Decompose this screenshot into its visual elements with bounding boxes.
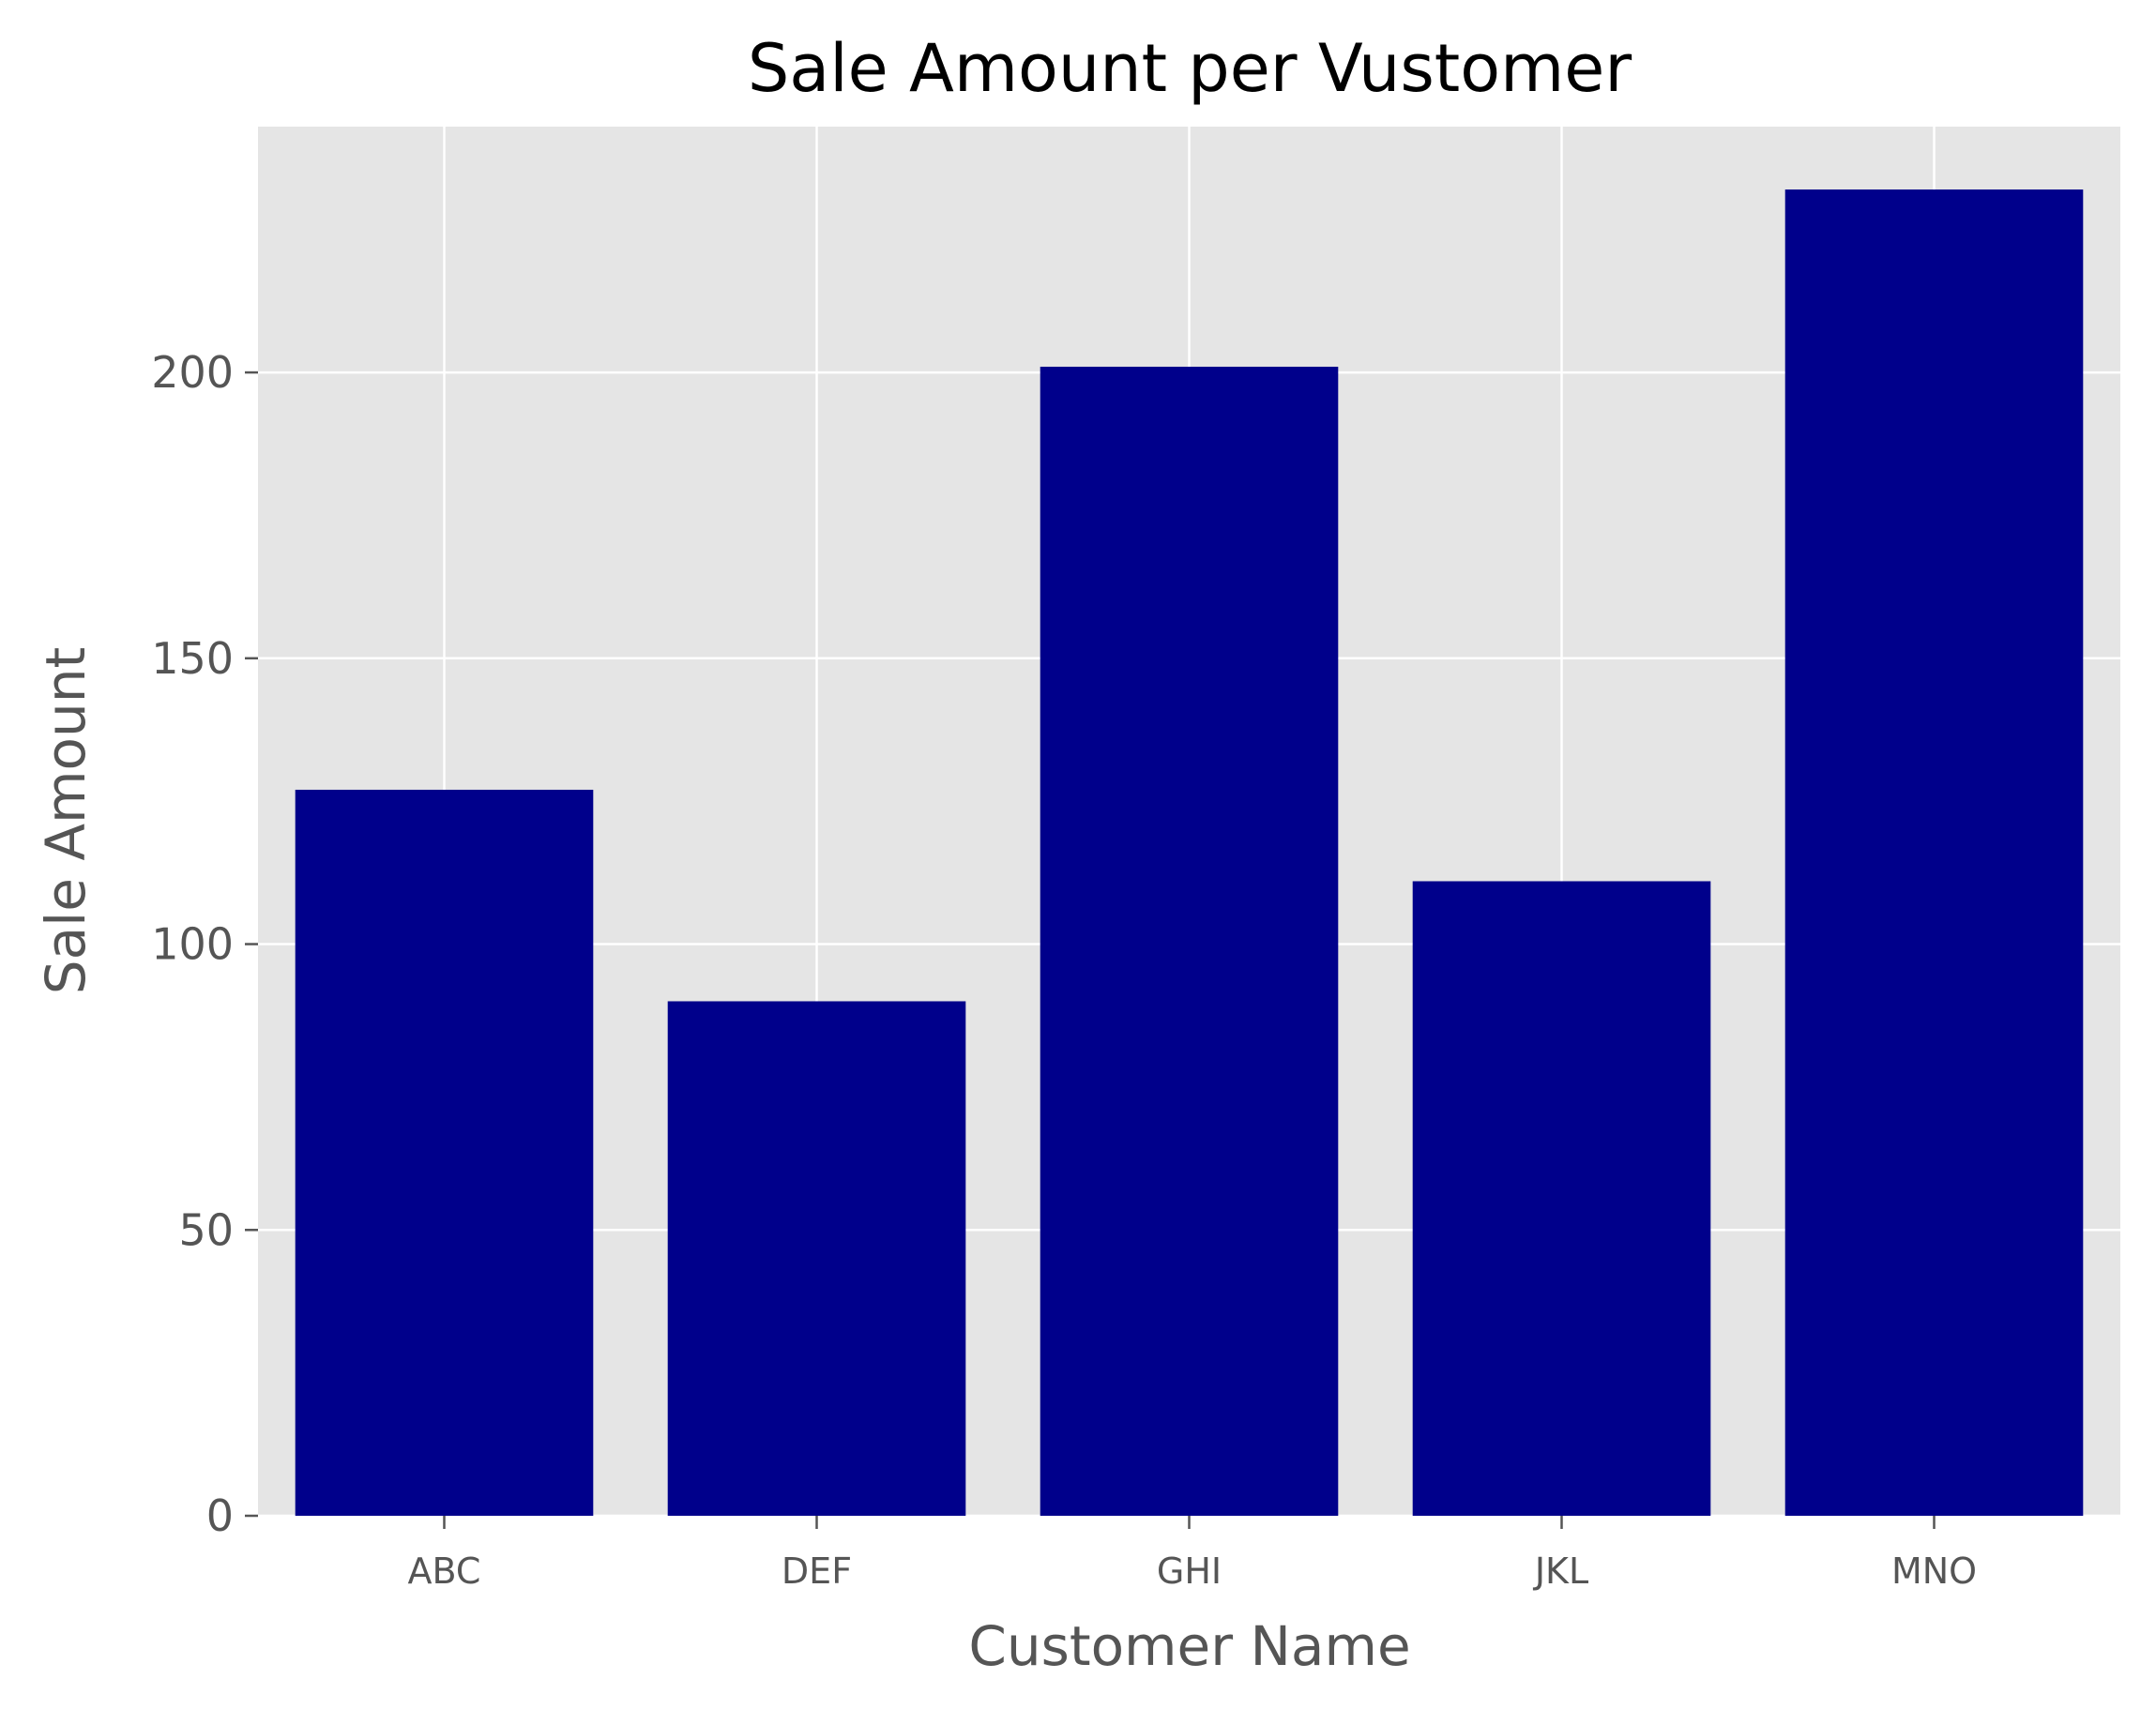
y-tick-label: 100 [151, 919, 234, 970]
x-tick-label: ABC [408, 1550, 481, 1592]
x-tick-label: JKL [1533, 1550, 1588, 1592]
y-tick-label: 150 [151, 633, 234, 684]
bar-jkl [1412, 881, 1711, 1516]
x-axis-label: Customer Name [968, 1614, 1410, 1678]
bar-ghi [1040, 366, 1339, 1516]
axis-ticks: 0 50 100 150 200 ABC DEF GHI JKL MNO [151, 347, 1977, 1592]
y-tick-label: 50 [178, 1204, 234, 1255]
y-tick-label: 0 [206, 1490, 234, 1541]
bar-abc [295, 789, 594, 1516]
y-tick-label: 200 [151, 347, 234, 398]
x-tick-label: MNO [1891, 1550, 1977, 1592]
bars [295, 189, 2084, 1517]
y-axis-label: Sale Amount [34, 647, 98, 995]
bar-def [667, 1001, 966, 1516]
x-tick-label: GHI [1157, 1550, 1222, 1592]
x-tick-label: DEF [782, 1550, 852, 1592]
bar-mno [1784, 189, 2084, 1517]
chart-title: Sale Amount per Vustomer [748, 30, 1632, 107]
